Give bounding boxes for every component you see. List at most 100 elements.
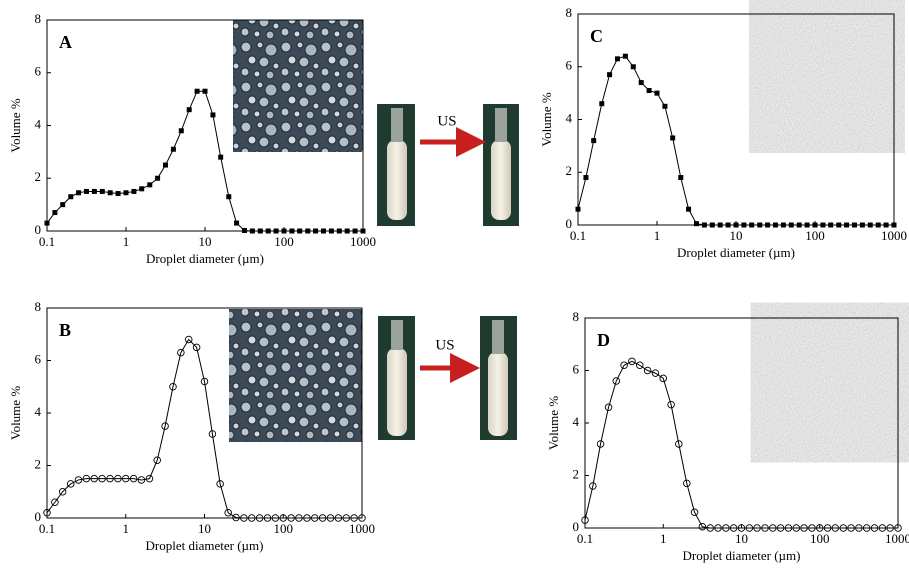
data-point bbox=[596, 440, 605, 448]
data-point bbox=[844, 222, 850, 228]
data-point bbox=[690, 508, 699, 517]
y-tick-label: 4 bbox=[566, 110, 573, 125]
data-point bbox=[851, 222, 857, 228]
data-point bbox=[792, 524, 801, 532]
data-point bbox=[753, 524, 761, 532]
data-point bbox=[240, 514, 248, 522]
data-point bbox=[788, 222, 794, 228]
data-point bbox=[604, 403, 613, 412]
y-tick-label: 8 bbox=[573, 309, 580, 324]
chart: 0 2 4 6 8 0.1 1 10 100 1000 Droplet diameter (µm) V… bbox=[539, 5, 907, 260]
y-tick-label: 6 bbox=[573, 361, 580, 376]
data-point bbox=[58, 488, 67, 496]
data-point bbox=[675, 440, 683, 448]
data-point bbox=[185, 335, 193, 344]
data-point bbox=[147, 182, 153, 188]
data-point bbox=[741, 222, 747, 228]
data-point bbox=[145, 474, 154, 483]
micrograph bbox=[229, 309, 362, 442]
x-tick-label: 10 bbox=[730, 228, 743, 243]
panel-label: D bbox=[597, 330, 610, 350]
data-point bbox=[678, 175, 684, 181]
data-point bbox=[599, 101, 605, 107]
data-point bbox=[360, 228, 366, 234]
data-point bbox=[693, 221, 699, 227]
data-point bbox=[630, 64, 636, 70]
data-point bbox=[170, 146, 176, 152]
data-point bbox=[823, 524, 832, 532]
data-point bbox=[839, 524, 848, 532]
data-point bbox=[98, 474, 106, 483]
data-point bbox=[622, 53, 628, 59]
panel-label: B bbox=[59, 320, 71, 340]
data-point bbox=[249, 228, 255, 234]
x-tick-label: 1 bbox=[123, 234, 130, 249]
data-point bbox=[591, 138, 597, 144]
data-point bbox=[667, 400, 675, 409]
x-tick-label: 10 bbox=[735, 531, 748, 546]
data-point bbox=[342, 514, 351, 522]
data-point bbox=[328, 228, 334, 234]
data-point bbox=[234, 220, 240, 226]
data-point bbox=[305, 228, 311, 234]
data-point bbox=[891, 222, 897, 228]
arrow-label: US bbox=[435, 337, 454, 353]
data-point bbox=[894, 524, 902, 532]
data-point bbox=[123, 190, 129, 196]
data-point bbox=[628, 357, 636, 366]
data-point bbox=[224, 509, 232, 517]
data-point bbox=[326, 514, 335, 522]
data-point bbox=[66, 480, 75, 488]
data-point bbox=[192, 343, 201, 352]
data-point bbox=[153, 456, 161, 465]
data-point bbox=[612, 377, 621, 385]
data-point bbox=[808, 524, 816, 532]
data-point bbox=[344, 228, 350, 234]
data-point bbox=[255, 514, 264, 522]
data-point bbox=[761, 524, 769, 532]
data-point bbox=[776, 524, 785, 532]
data-point bbox=[295, 514, 303, 522]
y-tick-label: 4 bbox=[35, 404, 42, 419]
data-point bbox=[855, 524, 863, 532]
y-tick-label: 6 bbox=[35, 64, 42, 79]
data-point bbox=[722, 524, 730, 532]
data-point bbox=[273, 228, 279, 234]
data-point bbox=[804, 222, 810, 228]
data-point bbox=[82, 474, 91, 483]
data-point bbox=[620, 361, 628, 370]
panel-label: A bbox=[59, 32, 72, 52]
data-point bbox=[114, 474, 122, 483]
data-point bbox=[303, 514, 311, 522]
data-point bbox=[247, 514, 256, 522]
data-point bbox=[831, 524, 840, 532]
data-point bbox=[717, 222, 723, 228]
x-tick-label: 100 bbox=[805, 228, 825, 243]
y-tick-label: 8 bbox=[566, 5, 573, 20]
data-point bbox=[607, 72, 613, 78]
data-point bbox=[714, 524, 722, 532]
data-point bbox=[115, 191, 121, 197]
data-point bbox=[780, 222, 786, 228]
data-point bbox=[131, 188, 137, 194]
x-tick-label: 10 bbox=[199, 234, 212, 249]
data-point bbox=[334, 514, 343, 522]
data-point bbox=[336, 228, 342, 234]
data-point bbox=[313, 228, 319, 234]
x-tick-label: 0.1 bbox=[39, 521, 55, 536]
data-point bbox=[320, 228, 326, 234]
data-point bbox=[646, 87, 652, 93]
data-point bbox=[784, 524, 793, 532]
data-point bbox=[638, 80, 644, 86]
data-point bbox=[178, 128, 184, 134]
y-axis-label: Volume % bbox=[8, 386, 23, 440]
data-point bbox=[878, 524, 887, 532]
x-axis-label: Droplet diameter (µm) bbox=[146, 538, 264, 553]
data-point bbox=[202, 88, 208, 94]
data-point bbox=[772, 222, 778, 228]
data-point bbox=[257, 228, 263, 234]
x-tick-label: 0.1 bbox=[570, 228, 586, 243]
x-tick-label: 1000 bbox=[350, 234, 376, 249]
y-tick-label: 2 bbox=[35, 169, 42, 184]
